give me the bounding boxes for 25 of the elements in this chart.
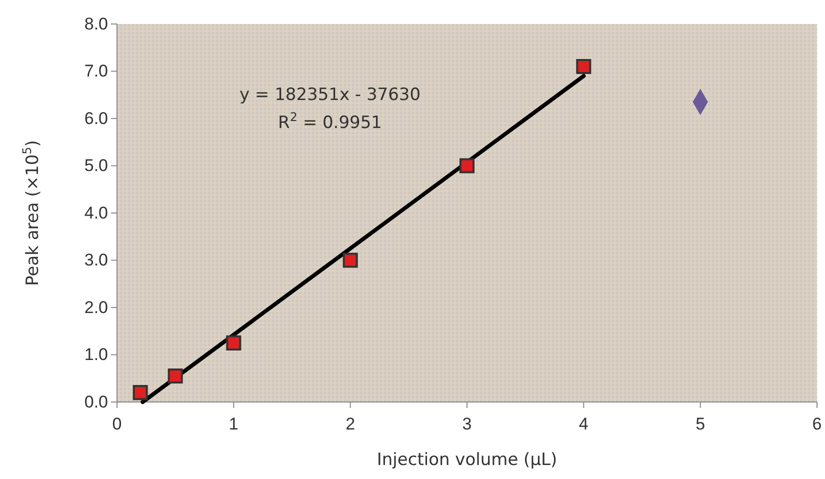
- x-tick-label: 2: [346, 414, 356, 434]
- y-tick-label: 7.0: [84, 62, 108, 81]
- x-tick-label: 4: [578, 414, 588, 434]
- point: [168, 368, 183, 384]
- y-tick-label: 6.0: [84, 108, 108, 128]
- point: [226, 335, 242, 350]
- point: [459, 158, 475, 174]
- y-tick-label: 8.0: [84, 14, 108, 34]
- y-tick-label: 2.0: [84, 298, 108, 317]
- y-tick-label: 3.0: [84, 250, 108, 270]
- x-axis-title: Injection volume (µL): [376, 450, 558, 470]
- x-tick-label: 6: [812, 414, 822, 434]
- point: [576, 59, 592, 74]
- y-tick-label: 4.0: [84, 203, 108, 222]
- annotation: y = 182351x - 37630: [239, 85, 421, 105]
- x-tick-label: 0: [112, 414, 122, 434]
- x-tick-label: 1: [228, 414, 238, 434]
- x-tick-label: 3: [462, 414, 472, 434]
- point: [132, 385, 148, 400]
- y-tick-label: 0.0: [84, 392, 108, 412]
- x-tick-label: 5: [696, 414, 706, 434]
- y-tick-label: 5.0: [84, 156, 108, 176]
- annotation: R$^{2}$ = 0.9951: [278, 110, 382, 133]
- y-tick-label: 1.0: [84, 345, 108, 364]
- point: [342, 252, 358, 268]
